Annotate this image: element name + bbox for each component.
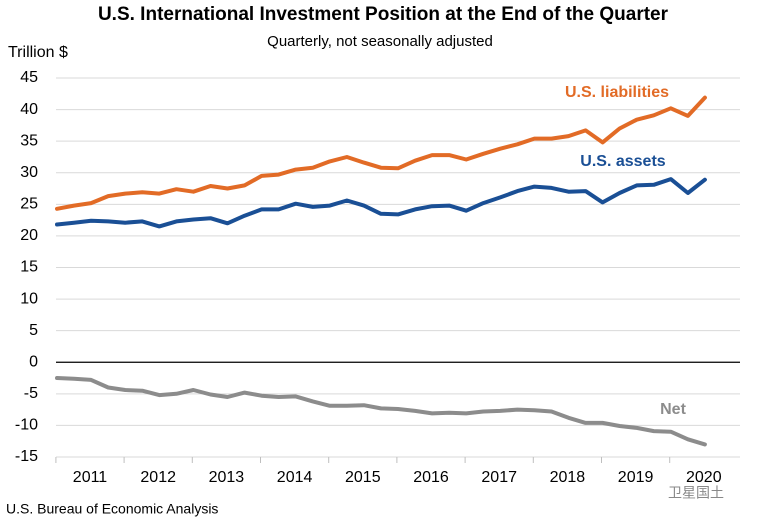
y-tick-label: 30 — [20, 164, 38, 181]
y-tick-label: 15 — [20, 259, 38, 276]
y-tick-label: -15 — [15, 448, 38, 465]
series-line — [55, 177, 707, 229]
y-tick-label: 35 — [20, 132, 38, 149]
series-label: U.S. assets — [580, 153, 665, 170]
y-tick-label: 0 — [29, 353, 38, 370]
x-tick-label: 2015 — [345, 469, 381, 486]
x-tick-label: 2018 — [550, 469, 586, 486]
series-line — [55, 376, 707, 447]
x-tick-label: 2013 — [209, 469, 245, 486]
y-tick-label: 40 — [20, 101, 38, 118]
chart-subtitle: Quarterly, not seasonally adjusted — [267, 33, 493, 50]
y-tick-label: 10 — [20, 290, 38, 307]
chart-title: U.S. International Investment Position a… — [98, 4, 669, 25]
y-tick-label: 5 — [29, 322, 38, 339]
y-tick-label: 25 — [20, 196, 38, 213]
y-tick-label: 45 — [20, 69, 38, 86]
x-tick-label: 2011 — [73, 469, 108, 486]
x-tick-label: 2020 — [686, 469, 722, 486]
y-axis-label: Trillion $ — [8, 44, 68, 61]
x-tick-label: 2012 — [140, 469, 176, 486]
x-tick-label: 2019 — [618, 469, 654, 486]
y-tick-label: -10 — [15, 417, 38, 434]
y-tick-label: -5 — [24, 385, 38, 402]
series-label: Net — [660, 401, 686, 418]
x-tick-label: 2014 — [277, 469, 313, 486]
x-tick-label: 2016 — [413, 469, 449, 486]
watermark: 卫星国土 — [668, 485, 724, 501]
x-tick-label: 2017 — [481, 469, 517, 486]
y-tick-label: 20 — [20, 227, 38, 244]
source: U.S. Bureau of Economic Analysis — [6, 501, 218, 517]
series-label: U.S. liabilities — [565, 84, 669, 101]
series-line — [55, 95, 707, 211]
